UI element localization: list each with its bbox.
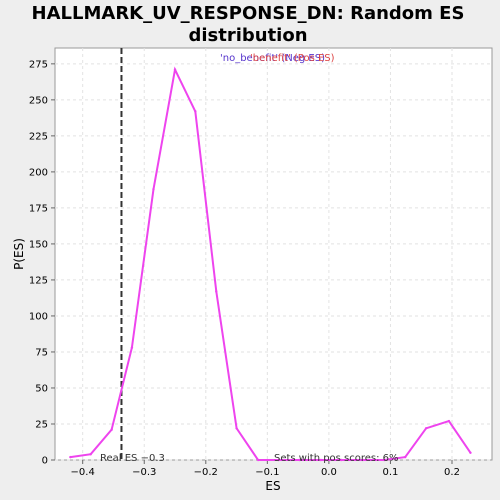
series-point (256, 458, 260, 462)
series-point (69, 455, 72, 459)
series-point (173, 68, 177, 71)
x-tick-label: −0.2 (194, 467, 218, 478)
annotation-benefit: 'benefit' (Pos ES) (250, 53, 335, 64)
annotation-no-benefit: 'no_benefit' (Neg ES) (220, 53, 325, 64)
x-axis-ticks: −0.4 −0.3 −0.2 −0.1 0.0 0.1 0.2 (71, 460, 460, 478)
x-tick-label: −0.4 (71, 467, 95, 478)
y-tick-label: 150 (29, 239, 48, 250)
series-point (89, 453, 92, 456)
y-tick-label: 225 (29, 131, 48, 142)
y-tick-label: 0 (42, 456, 48, 467)
series-point (110, 428, 113, 431)
series-point (194, 110, 197, 113)
x-tick-label: 0.0 (321, 467, 337, 478)
series-point (319, 458, 323, 462)
annotation-pos-scores: Sets with pos scores: 6% (274, 453, 399, 464)
x-tick-label: 0.1 (382, 467, 398, 478)
series-point (277, 458, 280, 462)
series-point (404, 455, 407, 459)
grid-lines (55, 48, 492, 461)
x-tick-label: 0.2 (444, 467, 460, 478)
series-point (340, 458, 343, 462)
series-point (469, 451, 472, 454)
chart-title-line2: distribution (188, 25, 307, 46)
series-point (298, 458, 301, 462)
annotation-real-es: Real ES −0.3 (100, 453, 165, 464)
x-tick-label: −0.3 (132, 467, 156, 478)
y-tick-label: 100 (29, 311, 48, 322)
y-tick-label: 175 (29, 203, 48, 214)
y-tick-label: 75 (35, 347, 48, 358)
chart-title-line1: HALLMARK_UV_RESPONSE_DN: Random ES (32, 3, 465, 24)
y-tick-label: 250 (29, 95, 48, 106)
y-tick-label: 200 (29, 167, 48, 178)
y-axis-ticks: 0 25 50 75 100 125 150 175 200 225 250 275 (29, 59, 55, 467)
series-point (235, 427, 238, 430)
series-point (152, 187, 155, 191)
series-point (383, 458, 386, 462)
series-point (424, 427, 428, 430)
series-point (130, 346, 134, 349)
y-tick-label: 50 (35, 383, 48, 394)
series-point (361, 458, 364, 462)
y-tick-label: 275 (29, 59, 48, 70)
y-tick-label: 25 (35, 419, 48, 430)
random-es-distribution-line (70, 66, 472, 461)
y-axis-label: P(ES) (12, 238, 26, 270)
series-points (69, 68, 472, 462)
series-point (447, 419, 451, 423)
y-tick-label: 125 (29, 275, 48, 286)
x-tick-label: −0.1 (255, 467, 279, 478)
series-point (215, 290, 218, 293)
plot-area (54, 47, 493, 461)
x-axis-label: ES (265, 479, 280, 493)
